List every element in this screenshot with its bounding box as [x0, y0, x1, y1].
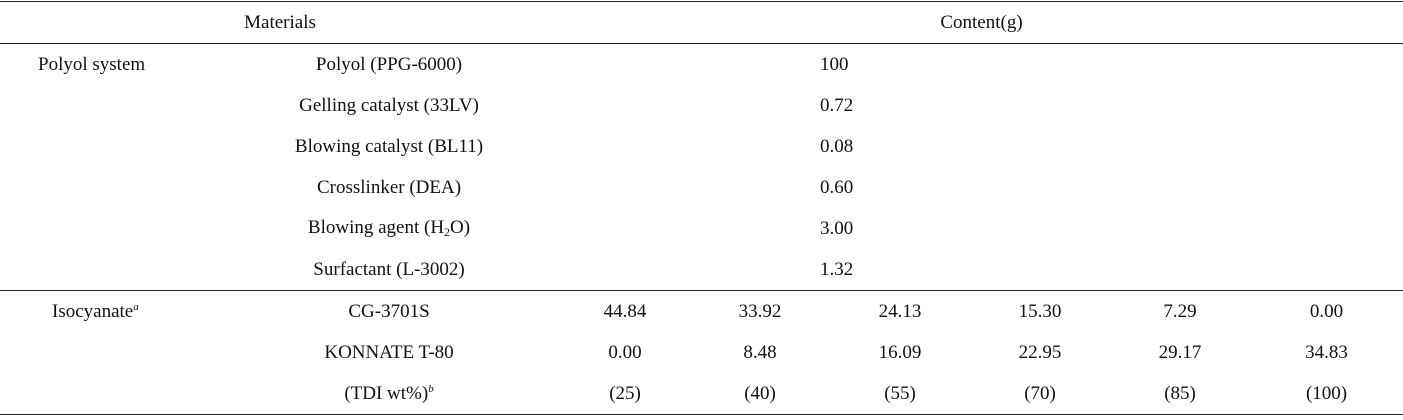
empty-cell [0, 208, 218, 249]
group-label: Polyol system [38, 53, 146, 75]
content-value: 1.32 [820, 258, 854, 280]
material-name: Blowing agent (H2O) [218, 208, 560, 249]
material-text: Blowing agent (H [307, 217, 445, 238]
content-value: 29.17 [1158, 341, 1202, 363]
group-label: Isocyanatea [0, 290, 218, 332]
content-value: 33.92 [690, 290, 831, 332]
empty-cell [0, 126, 218, 167]
footnote-mark: b [428, 382, 434, 395]
material-text: Surfactant (L-3002) [313, 258, 465, 280]
empty-cell [0, 373, 218, 415]
content-value: 0.00 [1250, 290, 1403, 332]
content-value: 3.00 [820, 217, 854, 239]
content-value: 0.00 [608, 341, 642, 363]
content-value: 16.09 [878, 341, 922, 363]
isocyanate-section: Isocyanatea CG-3701S 44.84 33.92 24.13 15.30 7… [0, 290, 1403, 415]
material-name: (TDI wt%)b [218, 373, 560, 415]
material-text: KONNATE T-80 [324, 341, 454, 363]
content-value: 7.29 [1110, 290, 1251, 332]
empty-cell [0, 249, 218, 291]
content-value: 44.84 [560, 290, 691, 332]
material-name: CG-3701S [218, 290, 561, 332]
polyol-row: Crosslinker (DEA) 0.60 [0, 167, 1403, 208]
polyol-row: Gelling catalyst (33LV) 0.72 [0, 85, 1403, 126]
material-name: KONNATE T-80 [218, 332, 560, 373]
material-name: Polyol (PPG-6000) [218, 44, 560, 86]
material-name: Blowing catalyst (BL11) [218, 126, 560, 167]
empty-cell [0, 85, 218, 126]
content-value: (70) [1024, 382, 1056, 404]
material-text: (TDI wt%) [344, 382, 429, 404]
empty-cell [560, 167, 690, 208]
material-text: CG-3701S [348, 300, 430, 322]
header-row: Materials Content(g) [0, 1, 1403, 44]
material-text: O) [450, 217, 471, 238]
content-value: 8.48 [743, 341, 777, 363]
content-value: 34.83 [1305, 341, 1348, 363]
polyol-row: Surfactant (L-3002) 1.32 [0, 249, 1403, 291]
empty-cell [560, 208, 690, 249]
material-name: Gelling catalyst (33LV) [218, 85, 560, 126]
isocyanate-row: KONNATE T-80 0.00 8.48 16.09 22.95 29.17 34.83 [0, 332, 1403, 373]
material-text: Gelling catalyst (33LV) [299, 94, 479, 116]
empty-cell [0, 332, 218, 373]
content-value: 22.95 [1018, 341, 1062, 363]
content-value: 15.30 [970, 290, 1111, 332]
content-value: 0.72 [820, 94, 854, 116]
content-value: (100) [1305, 382, 1348, 404]
material-text: Crosslinker (DEA) [316, 176, 462, 198]
polyol-row: Polyol system Polyol (PPG-6000) 100 [0, 44, 1403, 86]
material-name: Crosslinker (DEA) [218, 167, 560, 208]
content-value: 0.08 [820, 135, 854, 157]
polyol-section: Polyol system Polyol (PPG-6000) 100 Gelling… [0, 44, 1403, 291]
polyol-row: Blowing agent (H2O) 3.00 [0, 208, 1403, 249]
isocyanate-row: (TDI wt%)b (25) (40) (55) (70) (85) (100) [0, 373, 1403, 415]
header-cell: Materials [244, 11, 316, 33]
content-value: 0.60 [820, 176, 854, 198]
empty-cell [560, 126, 690, 167]
content-value: (25) [609, 382, 641, 404]
table-header: Materials Content(g) [0, 1, 1403, 44]
material-name: Surfactant (L-3002) [218, 249, 560, 291]
material-text: Blowing catalyst (BL11) [294, 135, 484, 157]
content-value: (85) [1164, 382, 1196, 404]
footnote-mark: a [133, 300, 139, 313]
empty-cell [560, 44, 690, 86]
empty-cell [560, 85, 690, 126]
content-value: (55) [884, 382, 916, 404]
content-value: 100 [820, 53, 849, 75]
header-cell: Content(g) [940, 11, 1023, 33]
polyol-row: Blowing catalyst (BL11) 0.08 [0, 126, 1403, 167]
content-value: (40) [744, 382, 776, 404]
empty-cell [560, 249, 690, 291]
empty-cell [0, 167, 218, 208]
material-text: Polyol (PPG-6000) [315, 53, 463, 75]
content-value: 24.13 [830, 290, 971, 332]
material-text: 2 [444, 225, 451, 239]
group-text: Isocyanate [52, 300, 134, 322]
isocyanate-row: Isocyanatea CG-3701S 44.84 33.92 24.13 15.30 7… [0, 290, 1403, 332]
